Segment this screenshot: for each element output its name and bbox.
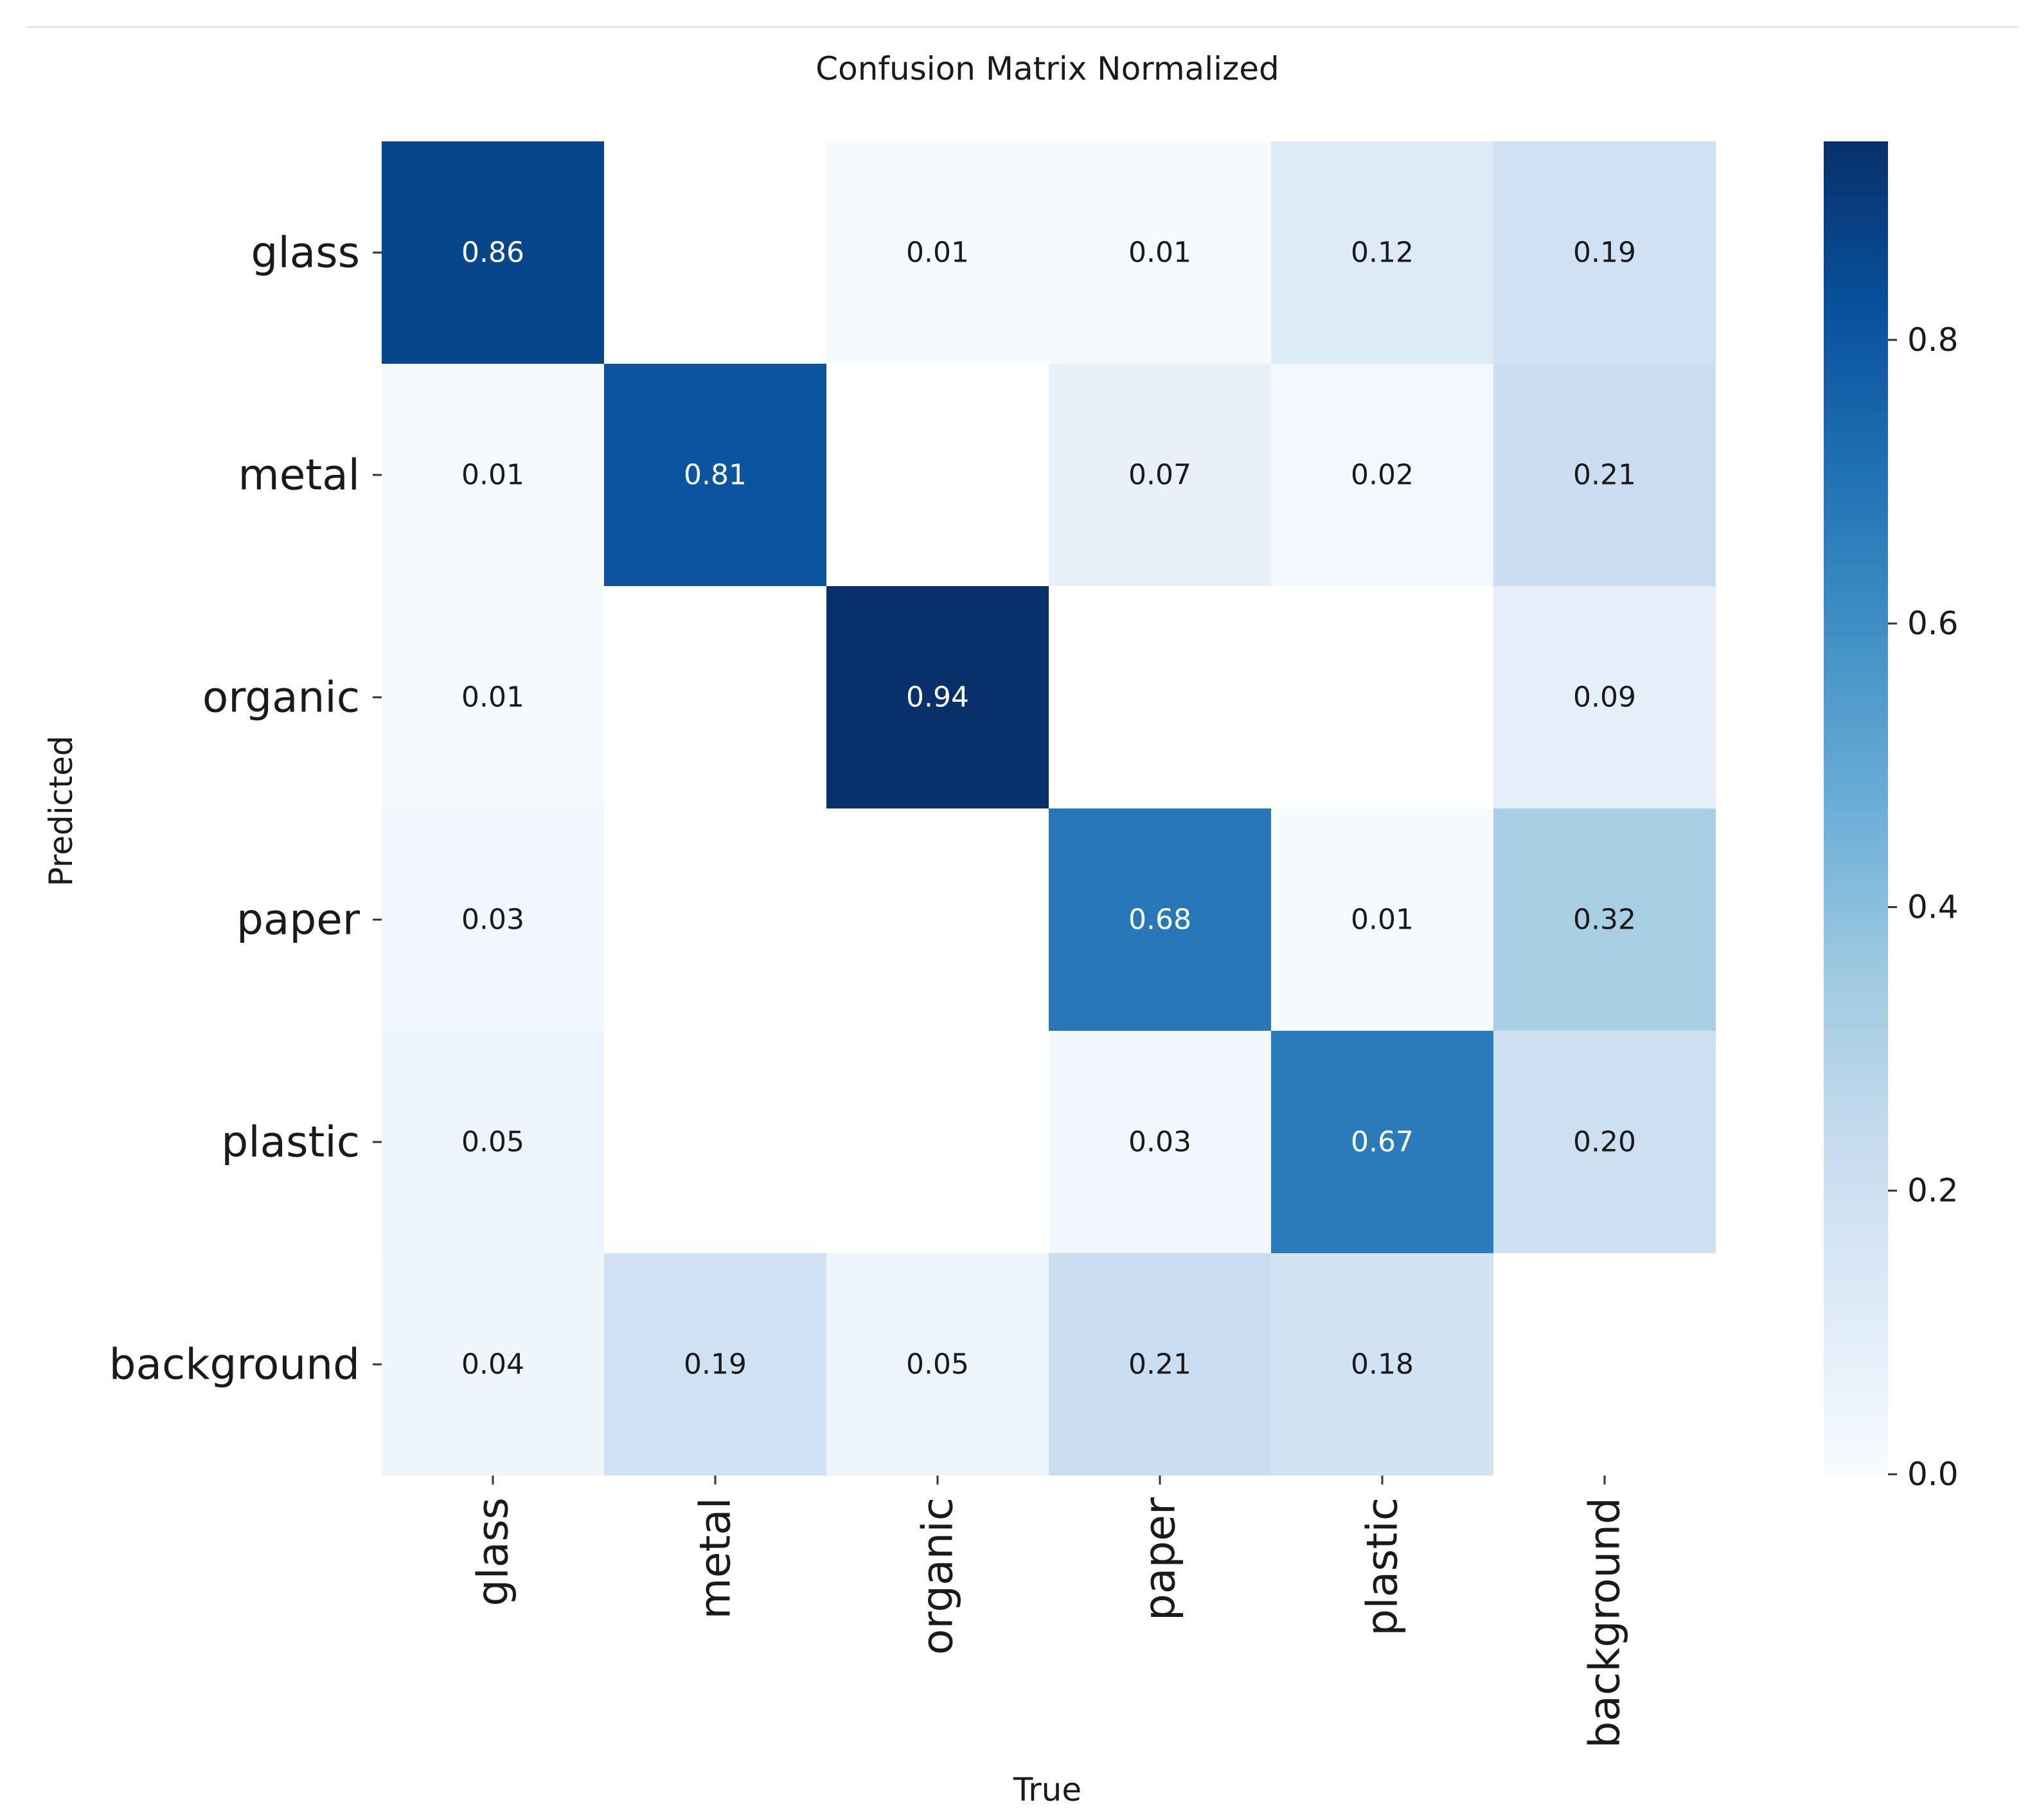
cell-value-label: 0.05 <box>906 1348 969 1381</box>
cell-value-label: 0.67 <box>1351 1126 1414 1159</box>
heatmap-cell-empty <box>826 364 1049 586</box>
x-tick-label: background <box>1580 1497 1630 1748</box>
heatmap-cell <box>1049 1031 1271 1253</box>
colorbar-tick-label: 0.4 <box>1907 888 1959 925</box>
cell-value-label: 0.01 <box>1128 236 1191 269</box>
heatmap-cell <box>1493 586 1716 808</box>
heatmap-cell <box>382 141 604 364</box>
x-tick-label: organic <box>913 1497 963 1655</box>
heatmap-cell <box>1049 808 1271 1031</box>
cell-value-label: 0.86 <box>461 236 524 269</box>
heatmap-cell <box>1493 1031 1716 1253</box>
colorbar-tick-label: 0.0 <box>1907 1456 1959 1493</box>
x-tick-label: metal <box>691 1497 740 1619</box>
heatmap-cell-empty <box>604 1031 826 1253</box>
heatmap-cell <box>1049 364 1271 586</box>
cell-value-label: 0.81 <box>684 459 747 492</box>
heatmap-cell-empty <box>604 586 826 808</box>
heatmap-cell <box>604 364 826 586</box>
heatmap-cell <box>382 808 604 1031</box>
heatmap-cell <box>382 364 604 586</box>
heatmap-cell-empty <box>1271 586 1493 808</box>
cell-value-label: 0.04 <box>461 1348 524 1381</box>
heatmap-cell <box>1049 141 1271 364</box>
y-axis-label: Predicted <box>42 736 80 887</box>
y-tick-label: organic <box>202 673 360 722</box>
cell-value-label: 0.20 <box>1573 1126 1636 1159</box>
heatmap-cell <box>1049 1253 1271 1476</box>
y-tick-label: glass <box>251 228 360 278</box>
colorbar-ticks: 0.0 0.2 0.4 0.6 0.8 <box>1888 321 1959 1493</box>
heatmap-cell <box>1271 1031 1493 1253</box>
heatmap-cell <box>1271 808 1493 1031</box>
cell-value-label: 0.03 <box>461 904 524 936</box>
chart-title: Confusion Matrix Normalized <box>815 50 1279 87</box>
colorbar-tick-label: 0.6 <box>1907 605 1959 642</box>
heatmap-cell <box>1493 808 1716 1031</box>
heatmap-cell-empty <box>1493 1253 1716 1476</box>
cell-value-label: 0.01 <box>906 236 969 269</box>
heatmap-cell <box>826 586 1049 808</box>
x-tick-label: paper <box>1135 1497 1185 1621</box>
cell-value-label: 0.05 <box>461 1126 524 1159</box>
y-tick-label: plastic <box>221 1118 360 1167</box>
cell-value-label: 0.12 <box>1351 236 1414 269</box>
cell-value-label: 0.01 <box>1351 904 1414 936</box>
y-tick-label: background <box>109 1340 360 1389</box>
heatmap-cell <box>1271 1253 1493 1476</box>
heatmap-cells: 0.86 0.01 0.01 0.12 0.19 0.01 0.81 0.07 0.02 0.21… <box>382 141 1716 1476</box>
x-tick-label: plastic <box>1358 1497 1407 1636</box>
heatmap-cell-empty <box>1049 586 1271 808</box>
cell-value-label: 0.03 <box>1128 1126 1191 1159</box>
heatmap-cell-empty <box>604 808 826 1031</box>
cell-value-label: 0.21 <box>1128 1348 1191 1381</box>
heatmap-cell <box>826 141 1049 364</box>
heatmap-cell <box>1271 141 1493 364</box>
x-tick-label: glass <box>468 1497 518 1606</box>
cell-value-label: 0.19 <box>1573 236 1636 269</box>
colorbar-tick-label: 0.2 <box>1907 1172 1959 1209</box>
cell-value-label: 0.32 <box>1573 904 1636 936</box>
cell-value-label: 0.07 <box>1128 459 1191 492</box>
cell-value-label: 0.21 <box>1573 459 1636 492</box>
heatmap-cell <box>382 1031 604 1253</box>
cell-value-label: 0.01 <box>461 459 524 492</box>
heatmap-cell <box>604 1253 826 1476</box>
heatmap-cell-empty <box>826 1031 1049 1253</box>
heatmap-cell <box>1271 364 1493 586</box>
cell-value-label: 0.68 <box>1128 904 1191 936</box>
cell-value-label: 0.18 <box>1351 1348 1414 1381</box>
heatmap-cell <box>382 586 604 808</box>
heatmap-cell-empty <box>826 808 1049 1031</box>
cell-value-label: 0.01 <box>461 681 524 714</box>
x-axis-label: True <box>1013 1771 1082 1808</box>
heatmap-cell <box>826 1253 1049 1476</box>
y-tick-label: paper <box>236 895 361 945</box>
cell-value-label: 0.09 <box>1573 681 1636 714</box>
cell-value-label: 0.19 <box>684 1348 747 1381</box>
heatmap-cell <box>1493 141 1716 364</box>
y-axis-tick-labels: glass metal organic paper plastic background <box>109 228 382 1389</box>
heatmap-cell-empty <box>604 141 826 364</box>
x-axis-tick-labels: glass metal organic paper plastic background <box>468 1476 1630 1748</box>
y-tick-label: metal <box>238 451 360 500</box>
heatmap-cell <box>1493 364 1716 586</box>
heatmap-cell <box>382 1253 604 1476</box>
cell-value-label: 0.94 <box>906 681 969 714</box>
cell-value-label: 0.02 <box>1351 459 1414 492</box>
colorbar-tick-label: 0.8 <box>1907 321 1959 359</box>
colorbar <box>1824 141 1888 1474</box>
